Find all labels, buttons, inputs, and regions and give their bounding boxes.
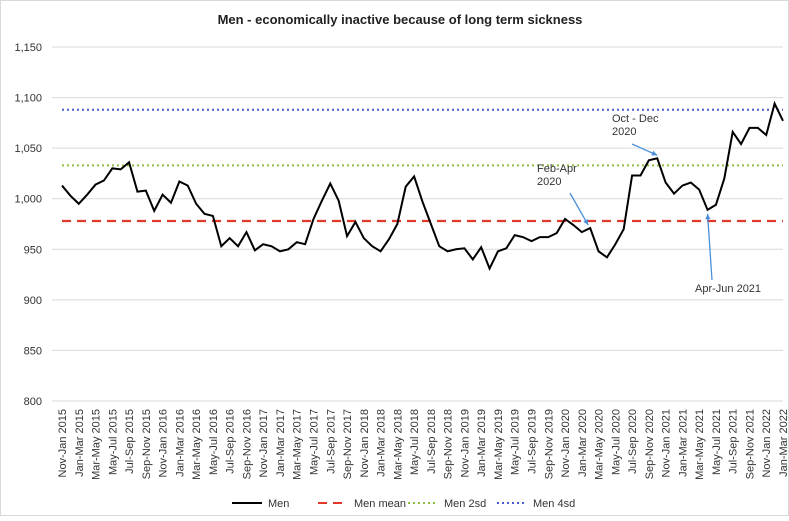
x-tick-label: Nov-Jan 2019 (459, 409, 471, 478)
x-tick-label: Nov-Jan 2017 (258, 409, 270, 478)
x-tick-label: May-Jul 2017 (309, 409, 321, 475)
x-tick-label: Jan-Mar 2017 (275, 409, 287, 477)
x-tick-label: Nov-Jan 2015 (57, 409, 69, 478)
series-line (61, 100, 784, 271)
x-tick-label: Sep-Nov 2015 (141, 409, 153, 479)
x-tick-label: Jan-Mar 2018 (376, 409, 388, 477)
annotation-arrowhead (651, 150, 658, 156)
x-tick-label: Jul-Sep 2019 (526, 409, 538, 474)
legend-label: Men mean (354, 498, 406, 510)
annotation-text: Oct - Dec (612, 113, 659, 125)
x-tick-label: Jul-Sep 2015 (124, 409, 136, 474)
y-tick-label: 1,150 (14, 42, 42, 54)
y-tick-label: 1,000 (14, 194, 42, 206)
x-tick-label: Mar-May 2018 (392, 409, 404, 480)
annotation-arrowhead (583, 219, 589, 226)
x-tick-label: Jan-Mar 2022 (778, 409, 789, 477)
x-tick-label: Mar-May 2019 (493, 409, 505, 480)
x-tick-label: Jan-Mar 2015 (74, 409, 86, 477)
x-tick-label: May-Jul 2015 (107, 409, 119, 475)
x-tick-label: Sep-Nov 2017 (342, 409, 354, 479)
x-tick-label: Mar-May 2020 (594, 409, 606, 480)
x-tick-label: Sep-Nov 2021 (744, 409, 756, 479)
x-tick-label: May-Jul 2019 (510, 409, 522, 475)
x-tick-label: Sep-Nov 2019 (543, 409, 555, 479)
x-tick-label: Nov-Jan 2016 (158, 409, 170, 478)
x-tick-label: Nov-Jan 2018 (359, 409, 371, 478)
chart-title: Men - economically inactive because of l… (218, 12, 583, 27)
x-tick-label: Sep-Nov 2020 (644, 409, 656, 479)
x-tick-label: Sep-Nov 2018 (443, 409, 455, 479)
legend-label: Men 4sd (533, 498, 575, 510)
x-tick-label: Mar-May 2017 (292, 409, 304, 480)
x-tick-label: Jan-Mar 2016 (174, 409, 186, 477)
x-tick-label: Jan-Mar 2019 (476, 409, 488, 477)
x-tick-label: May-Jul 2016 (208, 409, 220, 475)
y-tick-label: 850 (24, 345, 42, 357)
annotation-text: Feb-Apr (537, 163, 577, 175)
x-tick-label: Jan-Mar 2020 (577, 409, 589, 477)
x-tick-label: Nov-Jan 2020 (560, 409, 572, 478)
x-tick-label: Mar-May 2016 (191, 409, 203, 480)
x-tick-label: Nov-Jan 2022 (761, 409, 773, 478)
x-tick-label: Jul-Sep 2016 (225, 409, 237, 474)
annotation-text: 2020 (612, 126, 636, 138)
annotation-arrow (569, 192, 589, 226)
x-tick-label: May-Jul 2018 (409, 409, 421, 475)
y-tick-label: 800 (24, 396, 42, 408)
x-tick-label: Jul-Sep 2018 (426, 409, 438, 474)
y-tick-label: 950 (24, 244, 42, 256)
x-tick-label: May-Jul 2020 (610, 409, 622, 475)
y-tick-label: 900 (24, 295, 42, 307)
x-tick-label: Jul-Sep 2020 (627, 409, 639, 474)
x-tick-label: Nov-Jan 2021 (661, 409, 673, 478)
annotation-text: Apr-Jun 2021 (695, 283, 761, 295)
legend-label: Men 2sd (444, 498, 486, 510)
annotation-text: 2020 (537, 176, 561, 188)
y-tick-label: 1,100 (14, 93, 42, 105)
annotation-arrow (706, 213, 713, 281)
x-tick-label: Jul-Sep 2017 (325, 409, 337, 474)
y-tick-label: 1,050 (14, 143, 42, 155)
x-tick-label: Mar-May 2015 (91, 409, 103, 480)
x-tick-label: Sep-Nov 2016 (241, 409, 253, 479)
x-tick-label: May-Jul 2021 (711, 409, 723, 475)
annotation-arrowhead (705, 213, 711, 220)
x-tick-label: Jan-Mar 2021 (677, 409, 689, 477)
x-tick-label: Jul-Sep 2021 (728, 409, 740, 474)
x-tick-label: Mar-May 2021 (694, 409, 706, 480)
legend-label: Men (268, 498, 289, 510)
